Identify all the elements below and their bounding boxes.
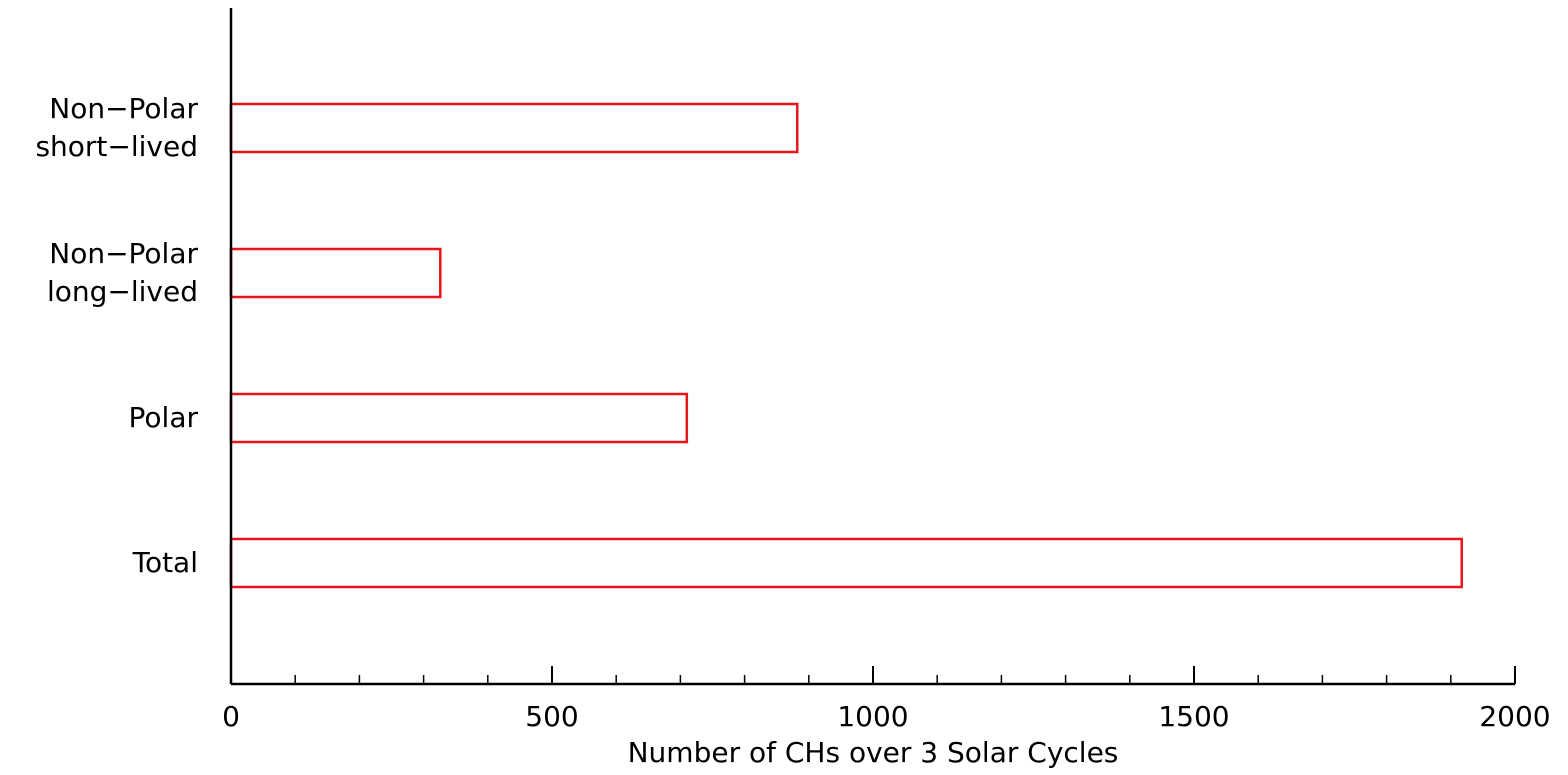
y-tick-label: Non−Polar long−lived	[46, 237, 198, 308]
x-tick-label: 2000	[1479, 700, 1550, 733]
x-axis-label: Number of CHs over 3 Solar Cycles	[628, 736, 1119, 769]
bar	[229, 247, 442, 299]
y-tick-label: Non−Polar short−lived	[35, 92, 198, 163]
y-tick-label: Total	[132, 546, 198, 579]
bar	[229, 537, 1463, 589]
x-tick-label: 1000	[837, 700, 908, 733]
y-tick-label: Polar	[128, 401, 198, 434]
x-tick-label: 500	[525, 700, 578, 733]
bar	[229, 392, 689, 444]
bar	[229, 102, 799, 154]
x-tick-label: 1500	[1158, 700, 1229, 733]
x-tick-label: 0	[222, 700, 240, 733]
